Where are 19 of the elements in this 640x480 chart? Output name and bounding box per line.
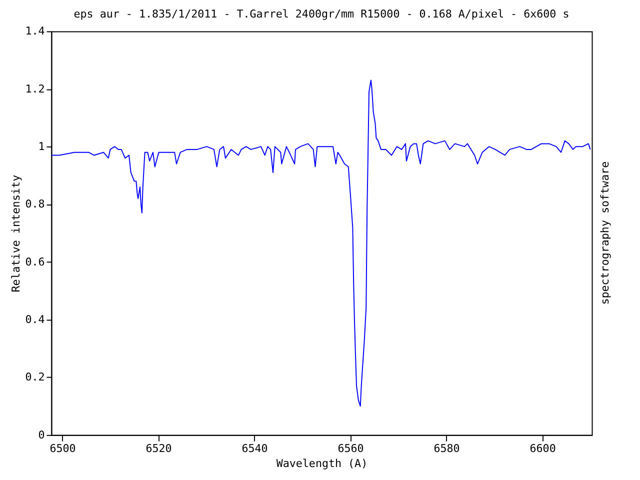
x-tick-label: 6600: [530, 442, 556, 456]
x-axis-title: Wavelength (A): [276, 456, 368, 470]
x-tick-label: 6560: [338, 442, 364, 456]
y-tick-label: 1.4: [25, 24, 45, 38]
y-tick-label: 0.2: [25, 370, 45, 384]
chart-title: eps aur - 1.835/1/2011 - T.Garrel 2400gr/mm R15000 - 0.168 A/pixel - 6x600 s: [74, 7, 570, 20]
x-tick-label: 6520: [146, 442, 172, 456]
x-tick-label: 6540: [242, 442, 268, 456]
y-tick-label: 0.8: [25, 198, 45, 211]
line-series: [50, 80, 591, 407]
y-tick-label: 0: [38, 428, 45, 442]
y-tick-label: 1: [38, 140, 45, 154]
y-axis-title: Relative intensity: [9, 174, 22, 292]
text: spectrography software: [598, 161, 612, 305]
y-tick-label: 0.6: [25, 255, 45, 268]
x-tick-label: 6500: [50, 442, 76, 456]
y-tick-label: 0.4: [25, 313, 45, 326]
x-tick-label: 6580: [434, 442, 460, 456]
y-tick-label: 1.2: [25, 82, 45, 96]
